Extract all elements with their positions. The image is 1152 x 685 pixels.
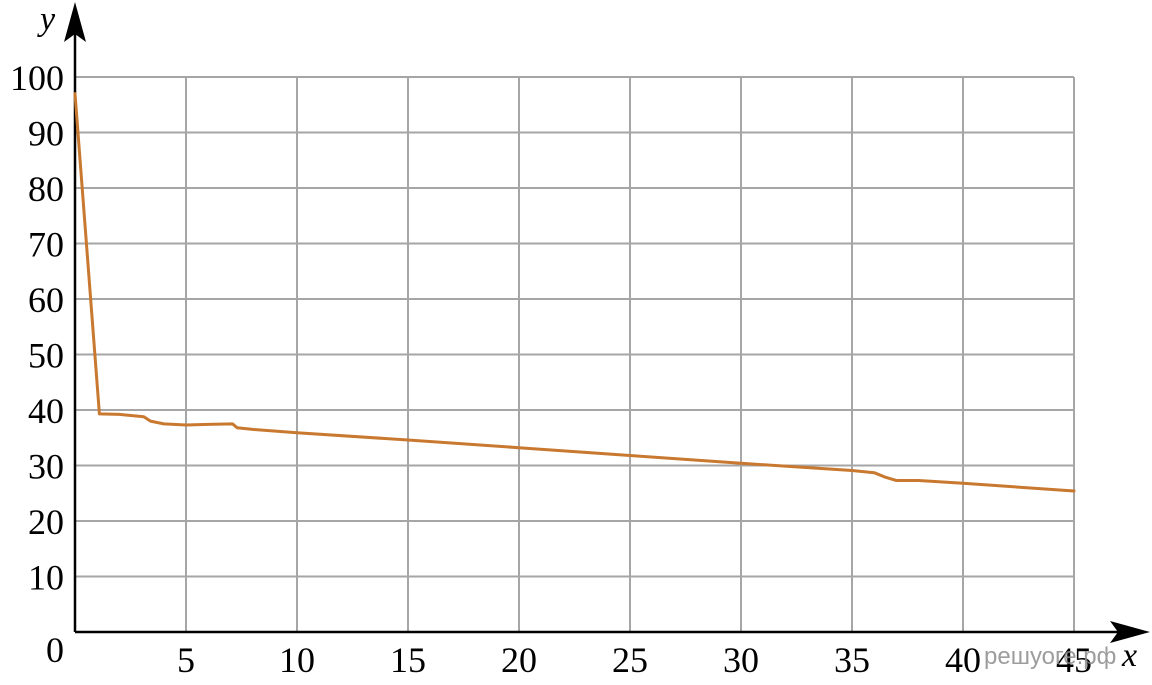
- y-tick-label: 20: [28, 502, 64, 542]
- y-tick-label: 30: [28, 447, 64, 487]
- x-axis-label: x: [1121, 637, 1137, 674]
- x-tick-label: 30: [723, 640, 759, 680]
- x-tick-label: 20: [501, 640, 537, 680]
- axes: [64, 2, 1150, 643]
- y-axis-label: y: [37, 1, 56, 38]
- y-tick-label: 90: [28, 114, 64, 154]
- y-tick-label: 40: [28, 391, 64, 431]
- y-tick-label: 100: [10, 58, 64, 98]
- y-tick-label: 10: [28, 558, 64, 598]
- tick-labels: 0 10 20 30 40 50 60 70 80 90 100 5 10 15 20 25 30 35 40 45: [10, 58, 1092, 680]
- x-tick-label: 15: [390, 640, 426, 680]
- y-tick-label: 80: [28, 169, 64, 209]
- y-tick-label: 70: [28, 225, 64, 265]
- y-tick-label: 0: [46, 630, 64, 670]
- y-tick-label: 60: [28, 280, 64, 320]
- y-axis-arrow-icon: [64, 2, 86, 42]
- x-axis-arrow-icon: [1110, 621, 1150, 643]
- x-tick-label: 35: [834, 640, 870, 680]
- x-tick-label: 40: [945, 640, 981, 680]
- grid: [75, 76, 1075, 632]
- series-layer: [73, 92, 1076, 493]
- x-tick-label: 45: [1056, 640, 1092, 680]
- x-tick-label: 10: [279, 640, 315, 680]
- y-tick-label: 50: [28, 336, 64, 376]
- x-tick-label: 25: [612, 640, 648, 680]
- watermark: решуоге.рф: [984, 643, 1116, 670]
- series-line: [73, 92, 1076, 493]
- x-tick-label: 5: [177, 640, 195, 680]
